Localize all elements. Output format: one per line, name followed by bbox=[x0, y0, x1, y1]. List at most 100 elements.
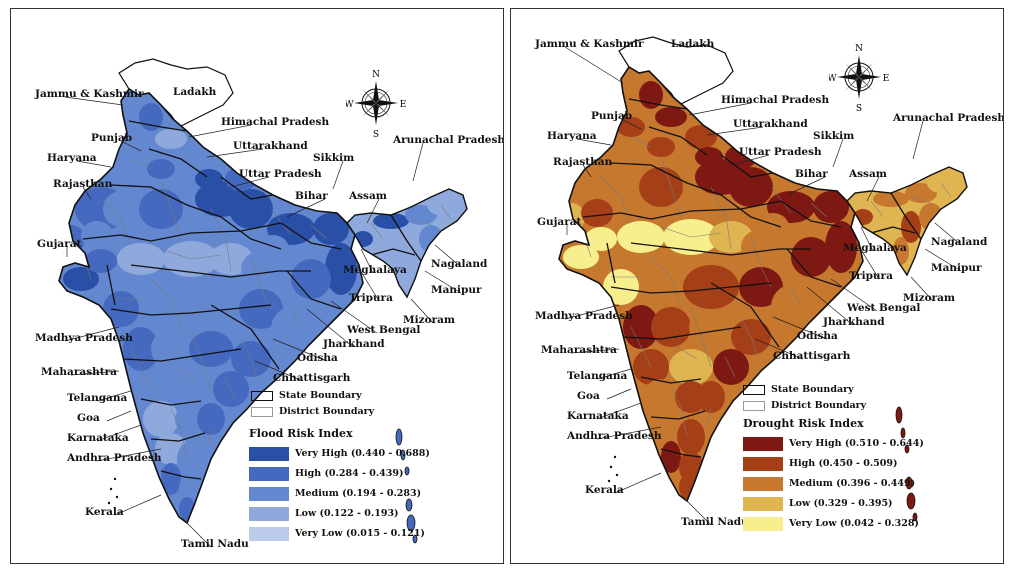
district-risk-area bbox=[757, 213, 789, 241]
district-risk-area bbox=[791, 237, 831, 277]
district-boundary-line bbox=[910, 196, 932, 204]
district-risk-area bbox=[647, 137, 675, 157]
state-label: Himachal Pradesh bbox=[221, 116, 330, 128]
state-boundary-line bbox=[648, 126, 708, 156]
compass-letter: N bbox=[372, 70, 380, 80]
legend-row: Very Low (0.042 - 0.328) bbox=[743, 516, 924, 531]
state-label: Nagaland bbox=[931, 236, 988, 248]
district-risk-area bbox=[291, 259, 331, 299]
label-leader-line bbox=[866, 176, 880, 202]
legend-label: Low (0.329 - 0.395) bbox=[789, 498, 893, 509]
district-risk-area bbox=[63, 267, 99, 291]
state-boundary-label: State Boundary bbox=[771, 384, 854, 395]
district-boundary-line bbox=[790, 286, 802, 308]
state-boundary-line bbox=[786, 248, 842, 288]
district-boundary-label: District Boundary bbox=[279, 406, 375, 417]
label-leader-line bbox=[96, 448, 162, 462]
state-label: Uttarakhand bbox=[233, 140, 308, 152]
district-risk-area bbox=[739, 267, 783, 307]
label-leader-line bbox=[596, 426, 662, 440]
legend-row: High (0.450 - 0.509) bbox=[743, 456, 924, 471]
district-boundary-line bbox=[770, 186, 792, 214]
district-risk-area bbox=[643, 379, 679, 415]
compass-rose-icon: N S W E bbox=[829, 41, 889, 113]
district-boundary-line bbox=[160, 248, 222, 260]
india-outline bbox=[58, 87, 364, 525]
label-leader-line bbox=[934, 222, 962, 246]
label-leader-line bbox=[564, 46, 624, 84]
state-boundary-line bbox=[582, 200, 782, 220]
boundary-legend: State Boundary District Boundary bbox=[743, 383, 866, 415]
state-boundary-line bbox=[186, 204, 282, 250]
district-boundary-line bbox=[160, 178, 182, 240]
district-boundary-line bbox=[190, 328, 212, 390]
district-boundary-swatch bbox=[251, 406, 273, 417]
label-leader-line bbox=[596, 368, 632, 380]
state-label: Jharkhand bbox=[823, 316, 885, 328]
label-leader-line bbox=[730, 154, 770, 166]
label-leader-line bbox=[254, 360, 304, 382]
district-boundary-line bbox=[290, 308, 302, 330]
state-label: Arunachal Pradesh bbox=[893, 112, 1004, 124]
district-boundary-line bbox=[630, 326, 652, 368]
district-boundary-swatch bbox=[743, 400, 765, 411]
state-label: West Bengal bbox=[347, 324, 421, 336]
flood-risk-map-panel: Jammu & Kashmir Ladakh Himachal Pradesh Pun… bbox=[10, 8, 504, 564]
state-label: Assam bbox=[349, 190, 387, 202]
state-boundary-line bbox=[720, 154, 774, 178]
state-label: Chhattisgarh bbox=[273, 372, 351, 384]
district-boundary-line bbox=[724, 356, 736, 378]
district-risk-area bbox=[197, 403, 225, 435]
state-boundary-line bbox=[606, 242, 616, 284]
state-label: Tripura bbox=[849, 270, 893, 282]
label-leader-line bbox=[360, 248, 374, 274]
state-label: Madhya Pradesh bbox=[35, 332, 133, 344]
district-boundary-line bbox=[750, 236, 772, 288]
island-dot bbox=[107, 501, 111, 505]
island-dot bbox=[613, 455, 617, 459]
island-shape bbox=[405, 498, 413, 512]
district-risk-area bbox=[639, 269, 683, 305]
district-boundary-label: District Boundary bbox=[771, 400, 867, 411]
state-label: Gujarat bbox=[537, 216, 582, 228]
state-label: Uttar Pradesh bbox=[239, 168, 322, 180]
state-boundary-label: State Boundary bbox=[279, 390, 362, 401]
state-label: Assam bbox=[849, 168, 887, 180]
district-risk-area bbox=[639, 167, 683, 207]
district-boundary-line bbox=[706, 406, 712, 428]
island-shape bbox=[906, 492, 916, 510]
state-label: Sikkim bbox=[813, 130, 855, 142]
district-risk-area bbox=[271, 307, 311, 351]
district-boundary-line bbox=[940, 182, 952, 198]
district-risk-area bbox=[825, 221, 857, 273]
district-risk-area bbox=[729, 167, 773, 207]
island-shape bbox=[912, 512, 918, 522]
state-boundary-line bbox=[686, 182, 782, 228]
state-label: Mizoram bbox=[903, 292, 956, 304]
state-label: Punjab bbox=[591, 110, 633, 122]
island-shape bbox=[395, 428, 403, 446]
state-label: Odisha bbox=[297, 352, 338, 364]
northeast-outline bbox=[346, 188, 468, 299]
district-risk-area bbox=[401, 233, 421, 265]
state-label: Arunachal Pradesh bbox=[393, 134, 504, 146]
state-boundary-line bbox=[160, 470, 202, 480]
island-shape bbox=[404, 466, 410, 476]
label-leader-line bbox=[96, 390, 132, 402]
district-risk-area bbox=[373, 213, 409, 229]
district-boundary-line bbox=[310, 224, 328, 240]
drought-risk-legend: Drought Risk Index Very High (0.510 - 0.6… bbox=[743, 413, 924, 536]
state-label: Tamil Nadu bbox=[681, 516, 749, 528]
label-leader-line bbox=[582, 164, 592, 178]
label-leader-line bbox=[570, 348, 620, 354]
district-boundary-line bbox=[150, 278, 182, 330]
state-boundary-line bbox=[660, 448, 702, 458]
district-boundary-line bbox=[240, 338, 258, 380]
district-risk-area bbox=[103, 291, 139, 327]
label-leader-line bbox=[356, 264, 380, 302]
district-risk-area bbox=[169, 371, 213, 407]
district-risk-area bbox=[873, 191, 909, 207]
label-leader-line bbox=[410, 298, 434, 324]
state-boundary-line bbox=[286, 270, 342, 310]
label-leader-line bbox=[434, 244, 462, 268]
